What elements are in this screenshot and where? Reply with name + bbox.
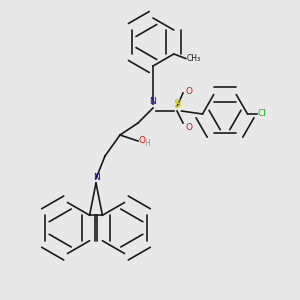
Text: CH₃: CH₃: [187, 54, 201, 63]
Text: S: S: [173, 100, 181, 110]
Text: Cl: Cl: [258, 110, 267, 118]
Text: N: N: [93, 172, 99, 182]
Text: O: O: [186, 123, 193, 132]
Text: H: H: [145, 139, 150, 148]
Text: O: O: [186, 87, 193, 96]
Text: N: N: [150, 98, 156, 106]
Text: O: O: [139, 136, 145, 145]
